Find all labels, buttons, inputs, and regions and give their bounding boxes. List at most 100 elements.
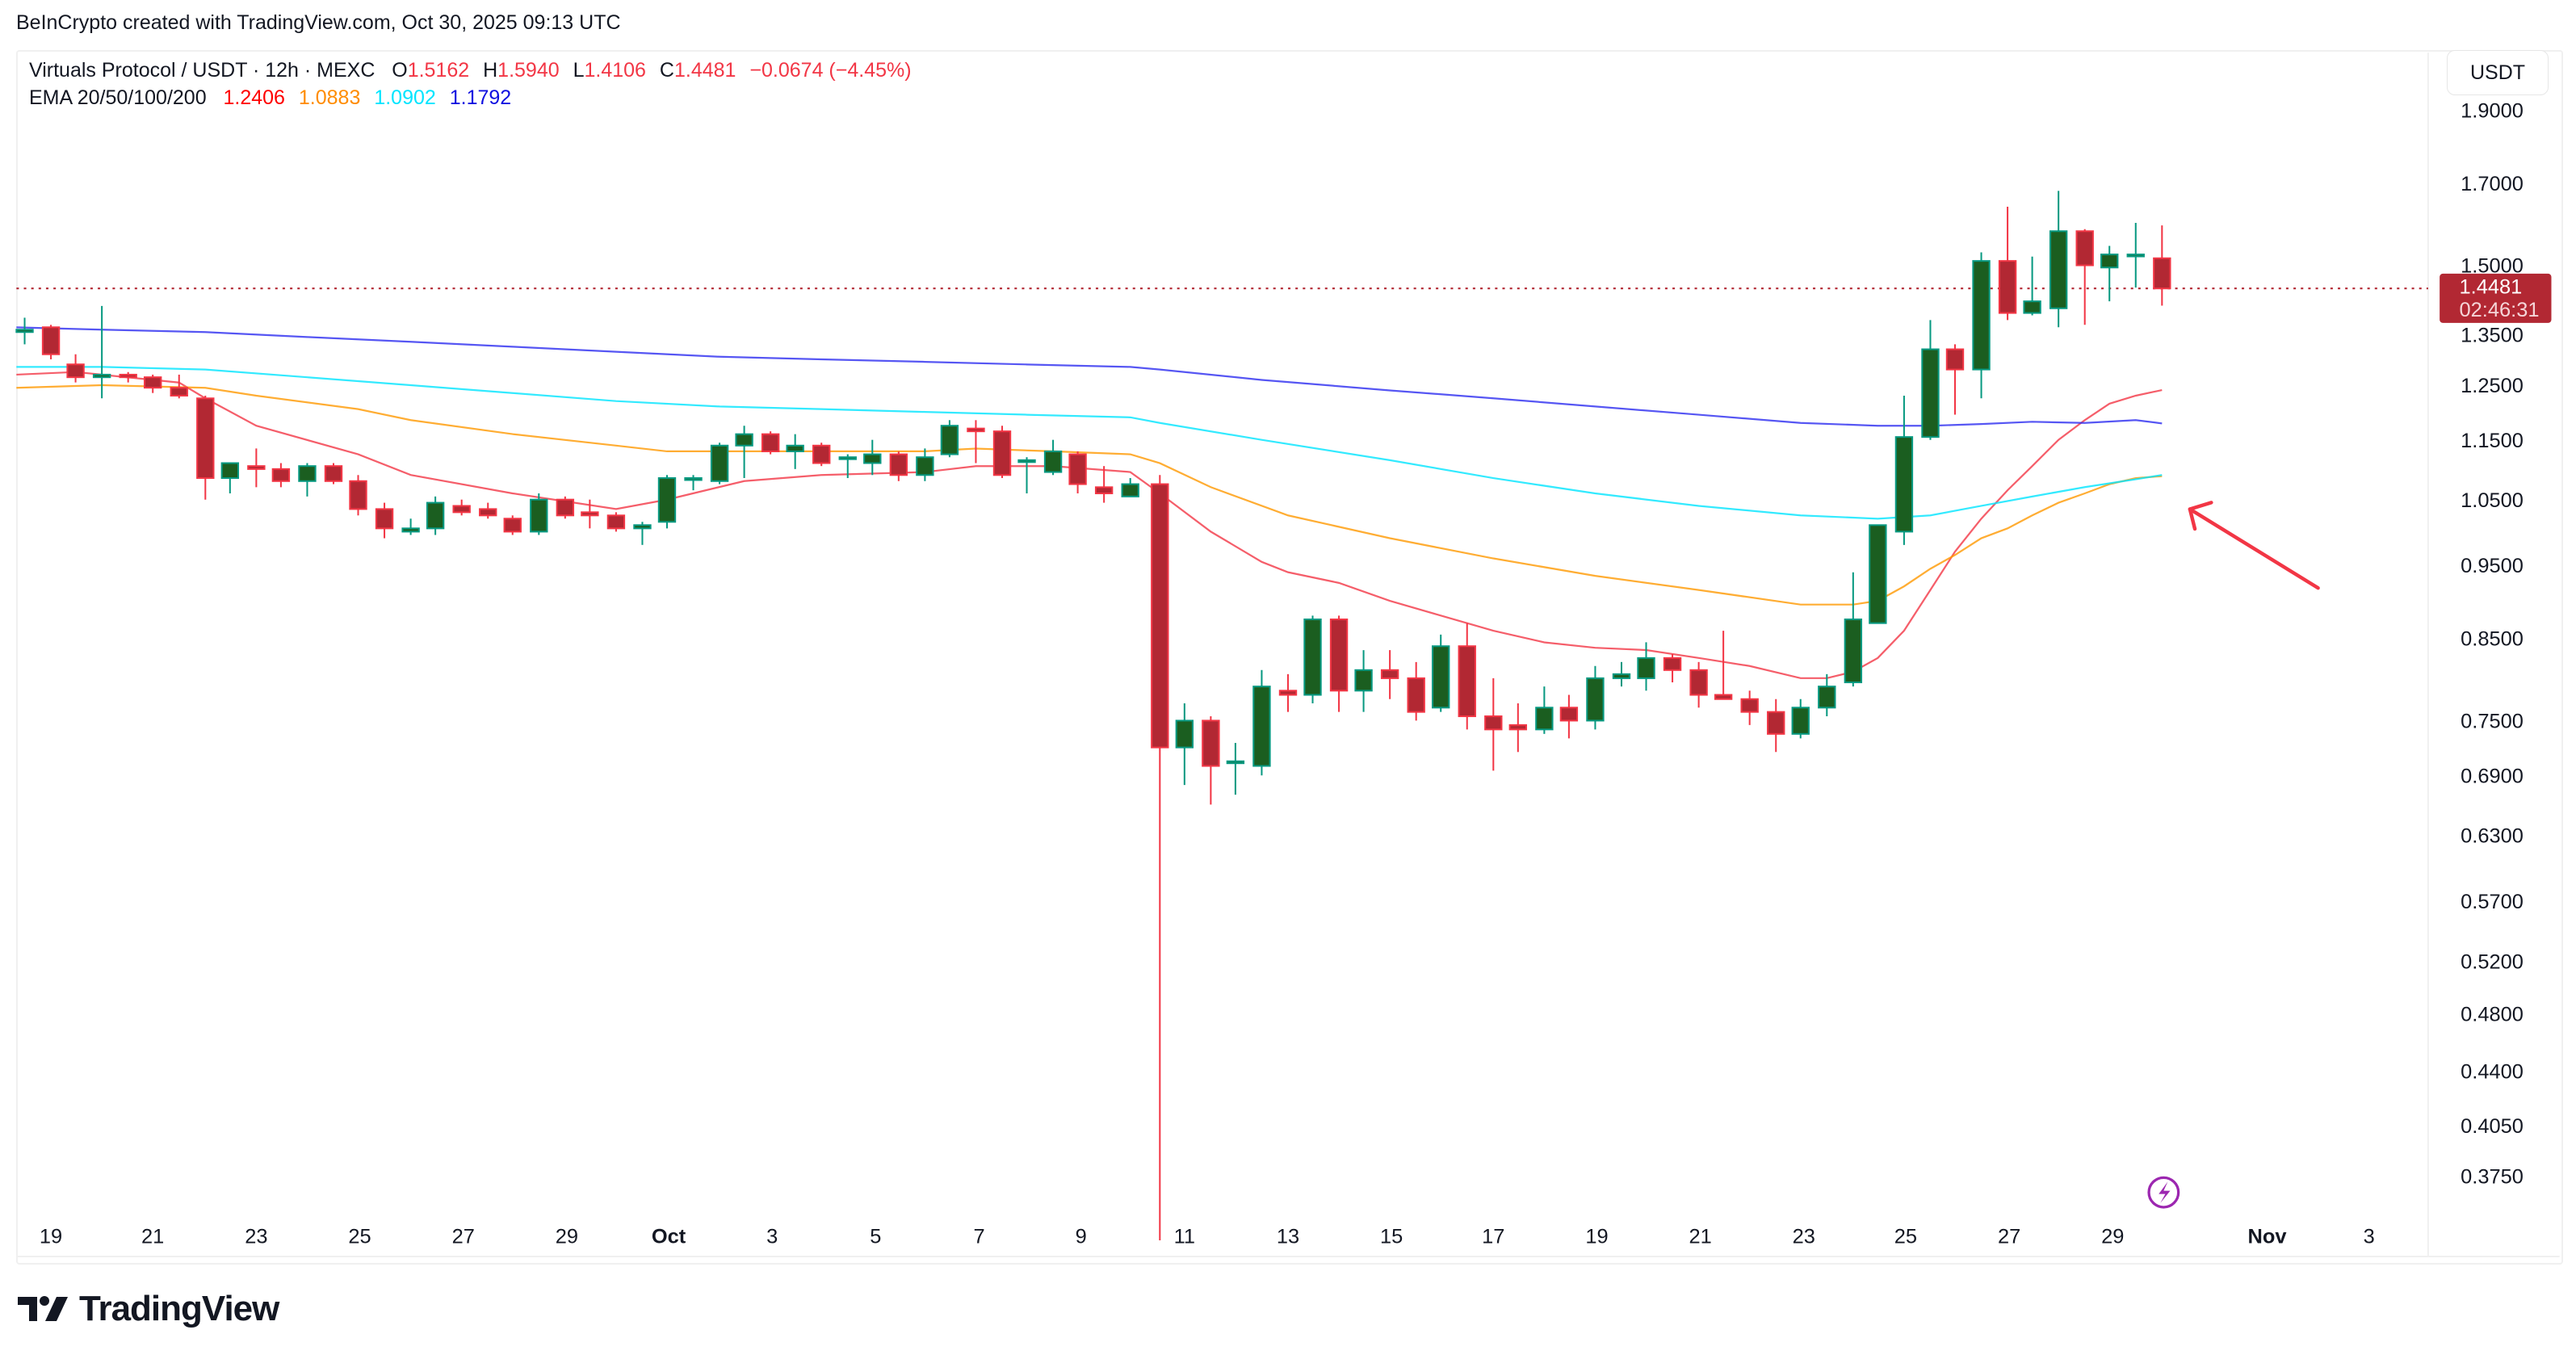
price-tick-label: 0.3750 [2461, 1165, 2524, 1188]
candle [786, 434, 804, 469]
candle [170, 374, 188, 399]
close-label: C [659, 59, 674, 82]
candle [66, 354, 85, 383]
candle [324, 463, 343, 485]
high-value: 1.5940 [497, 59, 560, 82]
close-value: 1.4481 [673, 59, 736, 82]
price-tick-label: 1.3500 [2461, 324, 2524, 346]
price-tick-label: 0.5200 [2461, 950, 2524, 973]
ema-lines [16, 326, 2163, 679]
ema-label[interactable]: EMA 20/50/100/200 [29, 86, 207, 109]
candle [889, 451, 908, 481]
candle [863, 439, 882, 476]
candle [2126, 223, 2145, 288]
candle [1202, 716, 1220, 805]
candle [1663, 653, 1682, 683]
candle [992, 426, 1012, 479]
price-tick-label: 1.9000 [2461, 99, 2524, 122]
price-tick-label: 0.4400 [2461, 1060, 2524, 1083]
candle [1791, 698, 1810, 739]
candle [761, 431, 780, 455]
time-tick-label: 9 [1076, 1226, 1087, 1248]
candle [1407, 661, 1425, 721]
candle [1637, 642, 1655, 691]
price-tick-label: 0.7500 [2461, 711, 2524, 733]
candle [15, 317, 34, 345]
price-tick-label: 1.1500 [2461, 430, 2524, 452]
candle [41, 325, 61, 359]
ema200-value: 1.1792 [449, 86, 512, 109]
tradingview-logo[interactable]: TradingView [18, 1289, 279, 1329]
time-tick-label: 29 [2101, 1226, 2124, 1248]
candle [1740, 690, 1759, 725]
ema100-value: 1.0902 [374, 86, 436, 109]
candle [633, 522, 652, 545]
time-tick-label: 17 [1482, 1226, 1504, 1248]
symbol-title[interactable]: Virtuals Protocol / USDT · 12h · MEXC [29, 59, 375, 82]
candle [1818, 673, 1836, 717]
last-price-label: 1.4481 [2460, 275, 2523, 298]
candle [479, 502, 497, 519]
candle [1094, 466, 1114, 503]
price-tick-label: 1.7000 [2461, 173, 2524, 195]
time-tick-label: 7 [973, 1226, 984, 1248]
candle [92, 305, 111, 399]
high-label: H [483, 59, 498, 82]
change-value: −0.0674 (−4.45%) [749, 59, 912, 82]
candle [1921, 320, 1940, 440]
time-tick-label: 3 [2364, 1226, 2375, 1248]
ema-line [16, 384, 2163, 606]
tradingview-mark-icon [18, 1295, 69, 1323]
time-tick-label: 25 [1894, 1226, 1917, 1248]
currency-unit-button[interactable]: USDT [2447, 50, 2549, 95]
candle [1068, 451, 1087, 493]
candle [452, 499, 471, 516]
ema-legend-row: EMA 20/50/100/200 1.2406 1.0883 1.0902 1… [29, 84, 920, 111]
ema50-value: 1.0883 [298, 86, 361, 109]
candle [1175, 703, 1194, 786]
candle [581, 499, 599, 529]
candle [1017, 457, 1036, 493]
open-label: O [392, 59, 408, 82]
candle [1972, 252, 1991, 399]
candle [1303, 615, 1322, 703]
candle [1945, 344, 1965, 415]
candle [2153, 225, 2171, 306]
candle [1612, 661, 1631, 687]
candle [1151, 475, 1169, 1240]
candle [1278, 673, 1298, 712]
candle [2075, 229, 2094, 325]
candle [349, 475, 367, 516]
candle [2049, 191, 2068, 328]
candle [503, 515, 522, 535]
low-value: 1.4106 [584, 59, 646, 82]
time-axis[interactable]: 19 21 23 25 27 29 Oct 3 5 7 9 11 13 15 17 19 21 23 25 27 29 N… [40, 1226, 2375, 1248]
candle [1508, 703, 1528, 753]
time-tick-label: 25 [348, 1226, 371, 1248]
candle [1432, 634, 1450, 712]
candle [1559, 694, 1579, 739]
time-tick-label: 27 [452, 1226, 475, 1248]
lightning-icon[interactable] [2147, 1176, 2180, 1209]
chart-credit: BeInCrypto created with TradingView.com,… [16, 11, 621, 34]
candle [710, 443, 729, 485]
time-tick-label: Nov [2248, 1226, 2288, 1248]
candlesticks [15, 191, 2171, 1240]
tradingview-wordmark: TradingView [79, 1289, 279, 1328]
candle [838, 454, 857, 479]
price-tick-label: 0.9500 [2461, 555, 2524, 577]
ema-line [16, 366, 2163, 520]
time-tick-label: 23 [245, 1226, 267, 1248]
price-tick-label: 0.4800 [2461, 1004, 2524, 1026]
price-axis[interactable]: 1.90001.70001.50001.35001.25001.15001.05… [2461, 99, 2524, 1188]
time-tick-label: 23 [1793, 1226, 1815, 1248]
time-tick-label: 21 [141, 1226, 164, 1248]
time-tick-label: Oct [652, 1226, 686, 1248]
price-tick-label: 0.5700 [2461, 891, 2524, 913]
candle [1869, 524, 1887, 624]
candle [220, 462, 240, 493]
candle [1121, 478, 1139, 497]
candle [375, 502, 394, 539]
candle [2023, 256, 2041, 316]
